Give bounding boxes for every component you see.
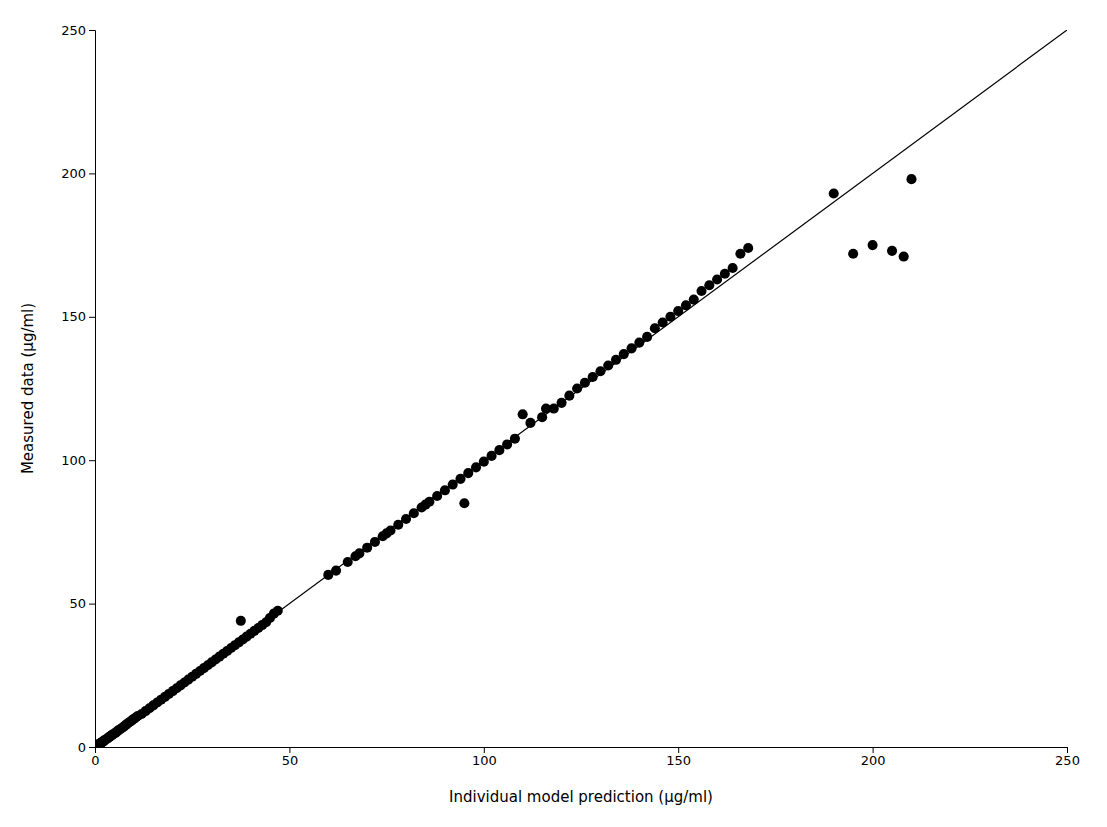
tick: 150 xyxy=(61,309,95,324)
tick: 50 xyxy=(69,596,95,611)
tick-label: 50 xyxy=(69,596,86,611)
point xyxy=(887,246,897,256)
point xyxy=(868,240,878,250)
point xyxy=(564,391,574,401)
tick: 200 xyxy=(861,747,886,768)
identity-line xyxy=(95,30,1067,747)
tick-label: 250 xyxy=(61,23,86,38)
tick-label: 200 xyxy=(861,753,886,768)
point xyxy=(743,243,753,253)
marks xyxy=(95,30,1067,747)
tick-label: 0 xyxy=(78,740,86,755)
tick-label: 50 xyxy=(282,753,299,768)
point xyxy=(642,332,652,342)
tick: 150 xyxy=(666,747,691,768)
x-axis-title: Individual model prediction (μg/ml) xyxy=(449,788,713,806)
tick-mark xyxy=(89,460,95,461)
tick-mark xyxy=(89,30,95,31)
point xyxy=(236,616,246,626)
point xyxy=(525,418,535,428)
point xyxy=(557,398,567,408)
tick-label: 0 xyxy=(91,753,99,768)
tick-mark xyxy=(89,747,95,748)
tick-mark xyxy=(1067,747,1068,753)
point xyxy=(899,252,909,262)
axis-line xyxy=(96,748,1068,754)
tick-label: 150 xyxy=(61,309,86,324)
tick: 0 xyxy=(78,740,95,755)
tick-label: 150 xyxy=(666,753,691,768)
point xyxy=(906,174,916,184)
scatter-series xyxy=(95,174,917,747)
point xyxy=(510,434,520,444)
point xyxy=(829,188,839,198)
point xyxy=(459,498,469,508)
point xyxy=(848,249,858,259)
x-axis: 0 50 100 150 200 250 xyxy=(91,747,1080,768)
tick-mark xyxy=(484,747,485,753)
tick-mark xyxy=(89,317,95,318)
tick: 50 xyxy=(282,747,299,768)
point xyxy=(689,295,699,305)
point xyxy=(518,409,528,419)
tick-label: 100 xyxy=(472,753,497,768)
tick-mark xyxy=(289,747,290,753)
tick: 0 xyxy=(91,747,99,768)
tick: 100 xyxy=(61,453,95,468)
tick-mark xyxy=(678,747,679,753)
tick-label: 200 xyxy=(61,166,86,181)
chart-svg: 0 50 100 150 200 250 0 50 100 150 200 250 Individual… xyxy=(0,0,1107,827)
tick-mark xyxy=(873,747,874,753)
tick-label: 100 xyxy=(61,453,86,468)
tick: 100 xyxy=(472,747,497,768)
y-axis-title: Measured data (μg/ml) xyxy=(19,303,37,474)
point xyxy=(728,263,738,273)
plot: 0 50 100 150 200 250 0 50 100 150 200 250 Individual… xyxy=(19,23,1080,806)
tick: 200 xyxy=(61,166,95,181)
y-axis: 0 50 100 150 200 250 xyxy=(61,23,95,755)
tick-label: 250 xyxy=(1055,753,1080,768)
point xyxy=(331,566,341,576)
point xyxy=(537,412,547,422)
point xyxy=(273,606,283,616)
tick-mark xyxy=(89,173,95,174)
tick: 250 xyxy=(1055,747,1080,768)
tick: 250 xyxy=(61,23,95,38)
axis-line xyxy=(89,31,96,748)
tick-mark xyxy=(89,604,95,605)
